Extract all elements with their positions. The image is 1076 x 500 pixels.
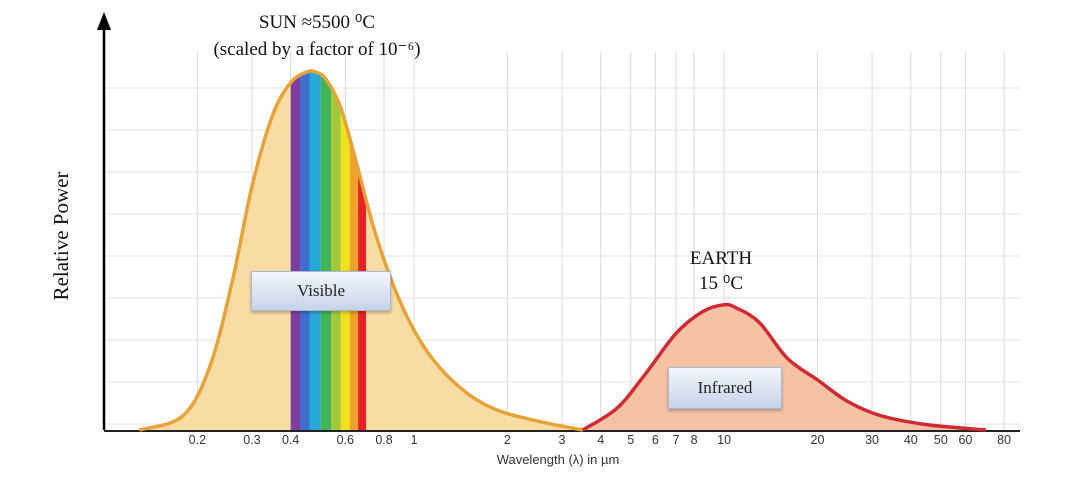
visible-band-0	[290, 70, 301, 430]
visible-band-5	[340, 70, 350, 430]
y-axis-label: Relative Power	[49, 172, 73, 301]
visible-band-6	[349, 70, 359, 430]
visible-label: Visible	[251, 271, 391, 311]
x-tick-label-19: 80	[997, 433, 1011, 447]
visible-band-1	[300, 70, 310, 430]
x-tick-label-2: 0.4	[282, 433, 299, 447]
x-tick-label-10: 6	[652, 433, 659, 447]
series-1-line	[581, 302, 987, 432]
x-tick-labels: 0.2 0.3 0.4 0.6 0.8 1 2 3 4 5 6 7 8 10 20 30 40 50 60 80	[189, 433, 1011, 447]
visible-spectrum-bands	[290, 70, 367, 430]
x-tick-label-12: 8	[691, 433, 698, 447]
earth-annotation-line2: 15 ⁰C	[699, 273, 743, 294]
visible-band-3	[320, 70, 332, 430]
x-tick-label-8: 4	[597, 433, 604, 447]
visible-band-2	[309, 70, 321, 430]
visible-band-7	[358, 70, 367, 430]
x-tick-label-5: 1	[411, 433, 418, 447]
series-0-line	[138, 69, 584, 432]
sun-annotation-line2: (scaled by a factor of 10⁻⁶)	[213, 39, 420, 60]
x-tick-label-11: 7	[673, 433, 680, 447]
x-tick-label-6: 2	[504, 433, 511, 447]
x-tick-label-13: 10	[717, 433, 731, 447]
x-tick-label-17: 50	[934, 433, 948, 447]
x-tick-label-14: 20	[811, 433, 825, 447]
x-tick-label-7: 3	[559, 433, 566, 447]
sun-annotation-line1: SUN ≈5500 ⁰C	[259, 12, 375, 33]
x-tick-label-1: 0.3	[243, 433, 260, 447]
x-tick-label-9: 5	[627, 433, 634, 447]
x-tick-label-0: 0.2	[189, 433, 206, 447]
infrared-label: Infrared	[668, 367, 782, 409]
x-tick-label-18: 60	[958, 433, 972, 447]
x-tick-label-4: 0.8	[375, 433, 392, 447]
visible-band-4	[331, 70, 341, 430]
x-tick-label-3: 0.6	[337, 433, 354, 447]
x-axis-label: Wavelength (λ) in µm	[497, 452, 620, 467]
x-tick-label-15: 30	[865, 433, 879, 447]
x-tick-label-16: 40	[904, 433, 918, 447]
earth-annotation-line1: EARTH	[690, 248, 752, 269]
y-axis-arrow	[97, 12, 111, 30]
